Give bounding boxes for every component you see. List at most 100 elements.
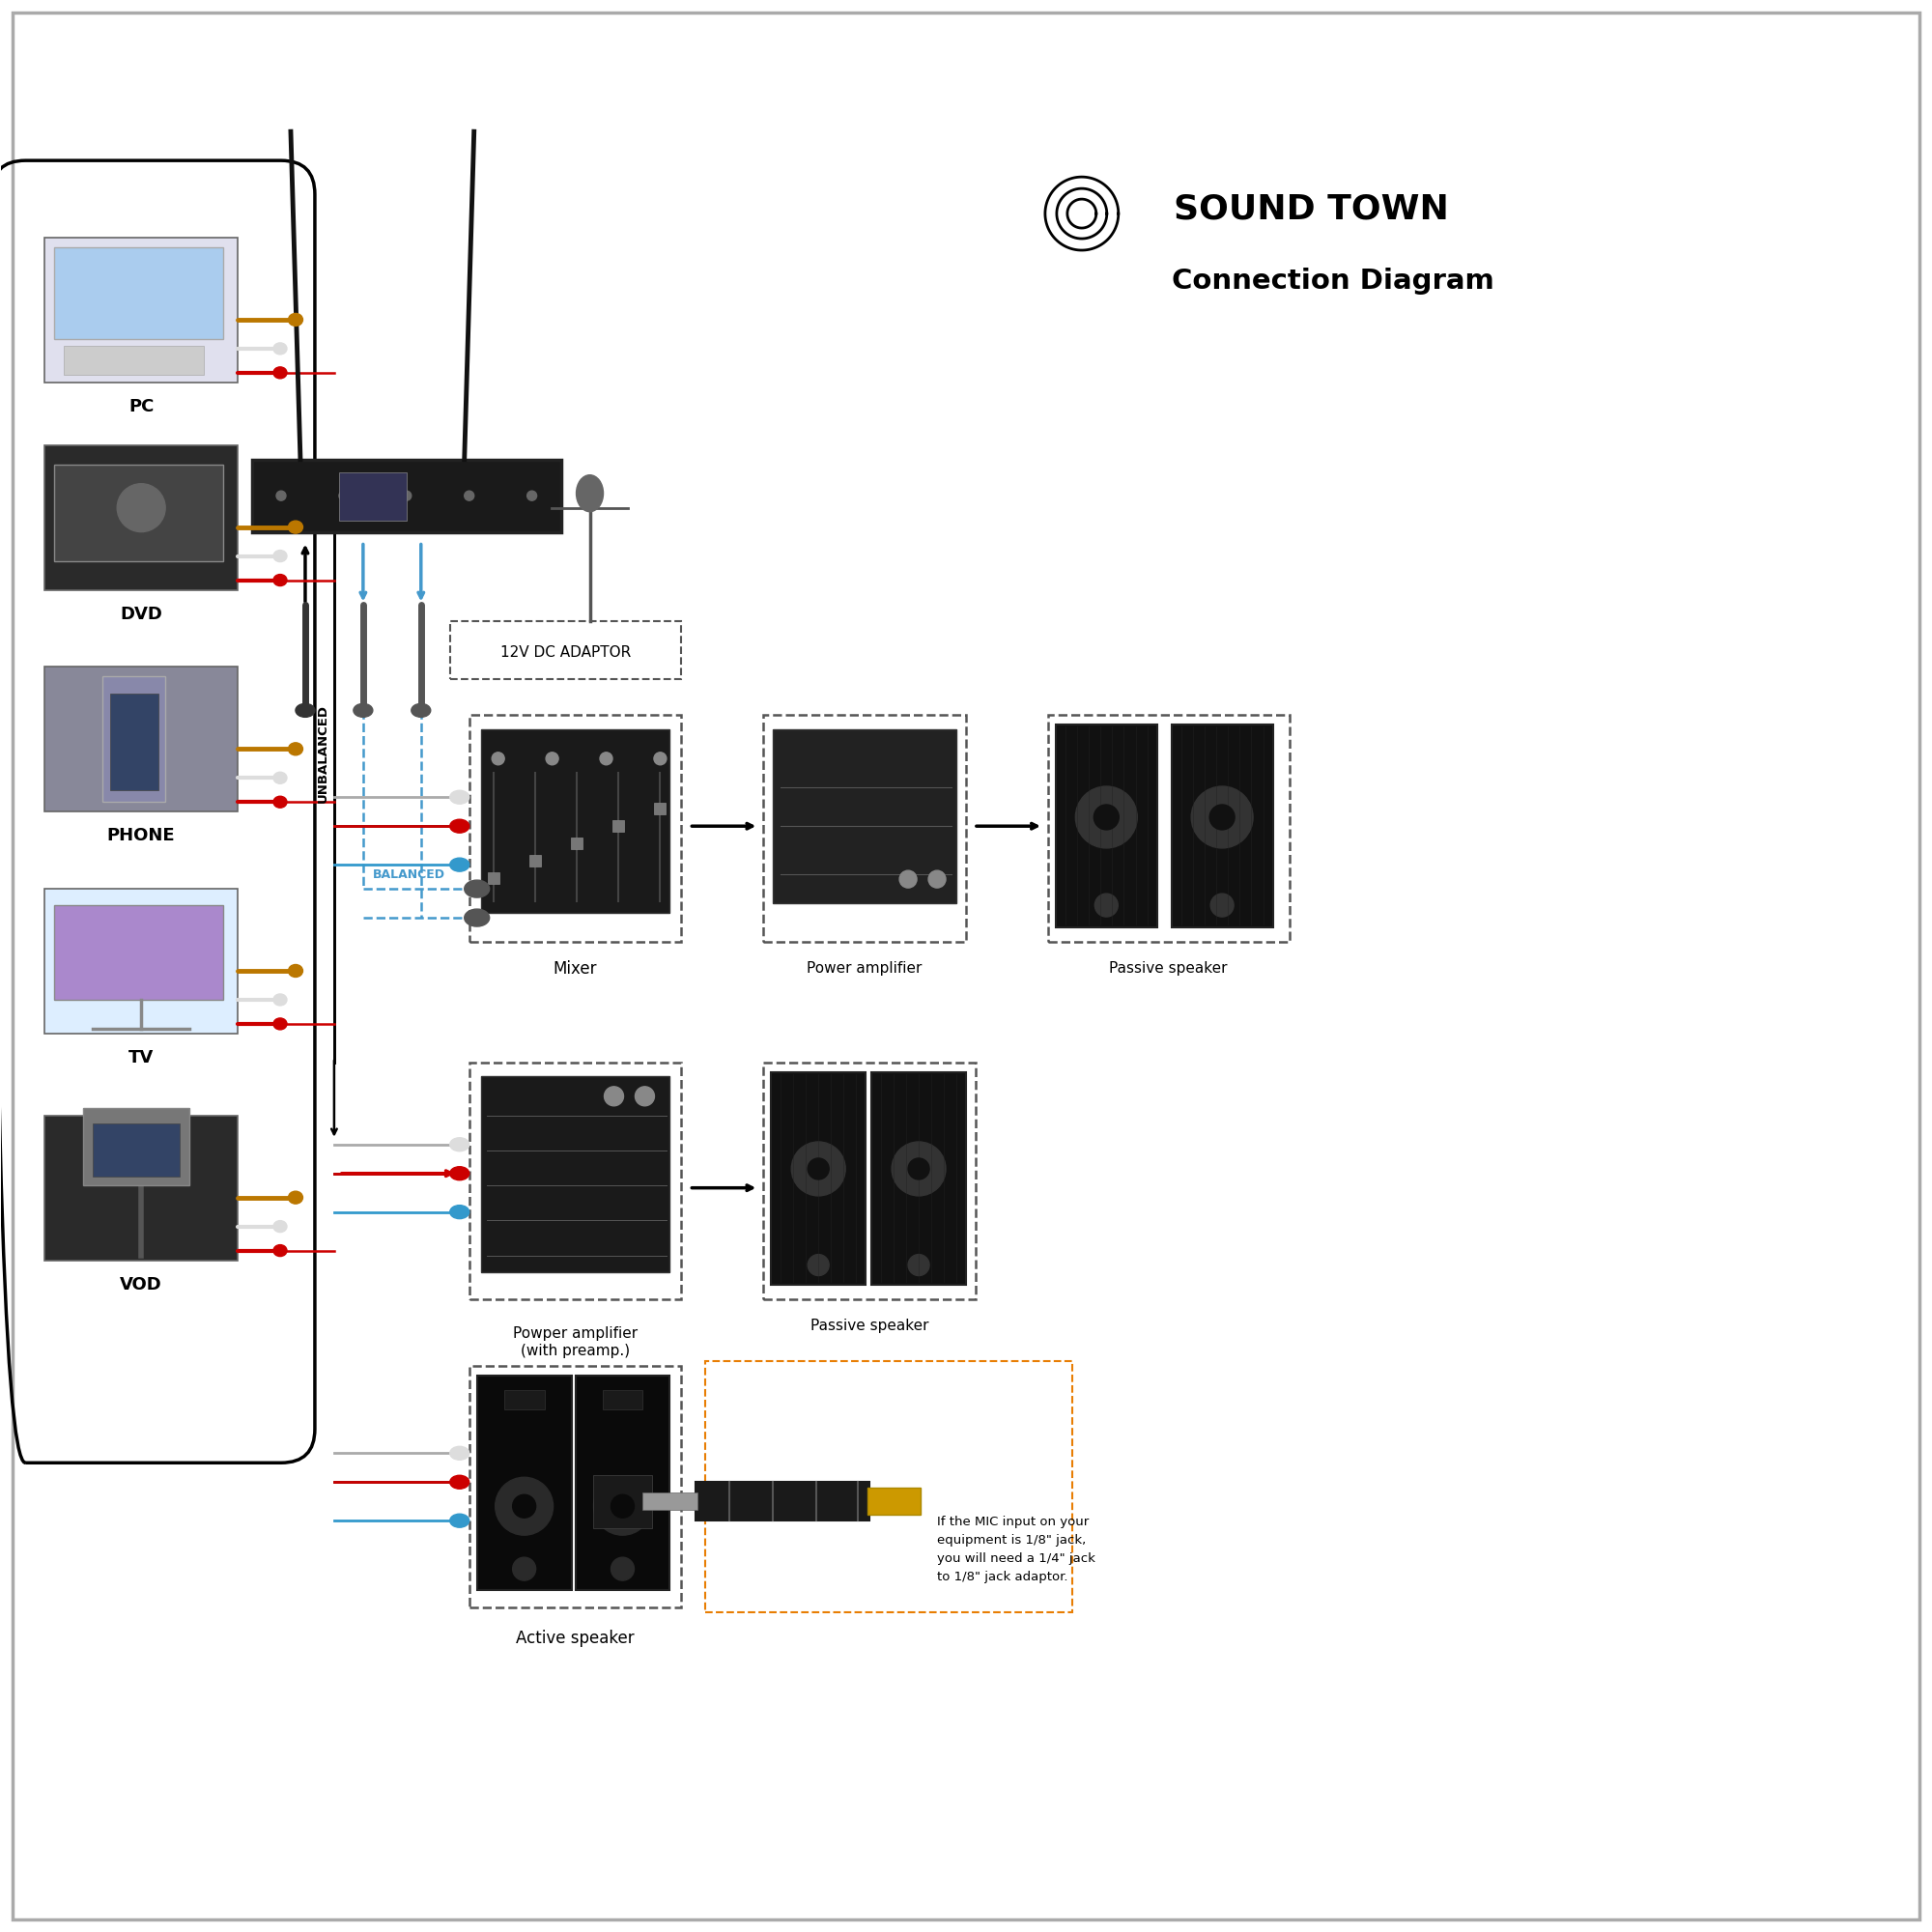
Circle shape: [1211, 895, 1235, 918]
Text: Power amplifier: Power amplifier: [808, 962, 922, 976]
Bar: [1171, 724, 1273, 927]
Bar: [253, 460, 560, 531]
Bar: [705, 1362, 1072, 1613]
Bar: [44, 444, 238, 589]
Circle shape: [893, 1142, 947, 1196]
Text: VOD: VOD: [120, 1275, 162, 1293]
Bar: [93, 1122, 180, 1177]
Ellipse shape: [288, 522, 303, 533]
Text: BALANCED: BALANCED: [373, 867, 444, 881]
Circle shape: [593, 1478, 651, 1536]
Bar: [1047, 715, 1289, 943]
Circle shape: [527, 491, 537, 500]
Ellipse shape: [450, 1476, 469, 1490]
Bar: [773, 730, 956, 904]
Circle shape: [1192, 786, 1254, 848]
Circle shape: [601, 752, 612, 765]
Ellipse shape: [450, 1515, 469, 1528]
Circle shape: [512, 1495, 535, 1519]
Circle shape: [402, 491, 412, 500]
Circle shape: [464, 491, 473, 500]
Bar: [469, 1063, 682, 1298]
Bar: [576, 1376, 670, 1590]
Bar: [44, 1115, 238, 1260]
Ellipse shape: [464, 910, 489, 927]
Ellipse shape: [272, 773, 286, 784]
Bar: [867, 1488, 922, 1515]
Ellipse shape: [272, 1018, 286, 1030]
Ellipse shape: [272, 1221, 286, 1233]
Bar: [529, 856, 541, 867]
Text: Active speaker: Active speaker: [516, 1631, 634, 1648]
Bar: [504, 1391, 545, 1410]
Bar: [487, 873, 498, 885]
Circle shape: [908, 1157, 929, 1179]
Bar: [763, 715, 966, 943]
Text: DVD: DVD: [120, 605, 162, 622]
Ellipse shape: [288, 742, 303, 755]
Circle shape: [512, 1557, 535, 1580]
Bar: [44, 238, 238, 383]
Bar: [696, 1482, 869, 1520]
Bar: [771, 1072, 866, 1285]
Circle shape: [900, 871, 918, 889]
Ellipse shape: [576, 475, 603, 512]
Text: UNBALANCED: UNBALANCED: [317, 705, 328, 804]
Text: Powper amplifier
(with preamp.): Powper amplifier (with preamp.): [514, 1327, 638, 1358]
Bar: [481, 1076, 670, 1271]
Bar: [83, 1107, 189, 1184]
Circle shape: [493, 752, 504, 765]
Ellipse shape: [272, 796, 286, 808]
Ellipse shape: [412, 703, 431, 717]
Bar: [593, 1476, 653, 1528]
Circle shape: [929, 871, 947, 889]
Ellipse shape: [450, 1447, 469, 1461]
Bar: [54, 247, 224, 338]
Ellipse shape: [272, 551, 286, 562]
Circle shape: [495, 1478, 553, 1536]
Text: Passive speaker: Passive speaker: [1109, 962, 1227, 976]
Circle shape: [653, 752, 667, 765]
Bar: [603, 1391, 643, 1410]
Text: Connection Diagram: Connection Diagram: [1171, 267, 1493, 294]
Text: PHONE: PHONE: [106, 827, 176, 844]
Ellipse shape: [354, 703, 373, 717]
Bar: [477, 1376, 572, 1590]
Circle shape: [808, 1157, 829, 1179]
Circle shape: [276, 491, 286, 500]
Ellipse shape: [288, 313, 303, 327]
Bar: [612, 821, 624, 833]
Circle shape: [908, 1254, 929, 1275]
Ellipse shape: [272, 1244, 286, 1256]
Ellipse shape: [272, 993, 286, 1005]
Bar: [110, 694, 158, 790]
Text: PC: PC: [128, 398, 155, 415]
Ellipse shape: [450, 1167, 469, 1180]
Circle shape: [636, 1086, 655, 1105]
Bar: [102, 676, 166, 802]
Bar: [44, 667, 238, 811]
Text: Mixer: Mixer: [553, 960, 597, 978]
Circle shape: [792, 1142, 846, 1196]
Bar: [54, 906, 224, 999]
Bar: [1055, 724, 1157, 927]
Text: Passive speaker: Passive speaker: [810, 1318, 929, 1333]
Circle shape: [1095, 895, 1119, 918]
Ellipse shape: [272, 342, 286, 354]
Ellipse shape: [288, 1192, 303, 1204]
Bar: [871, 1072, 966, 1285]
Bar: [450, 622, 682, 680]
Circle shape: [808, 1254, 829, 1275]
Bar: [572, 838, 583, 850]
Bar: [655, 804, 667, 815]
Ellipse shape: [450, 790, 469, 804]
Circle shape: [611, 1557, 634, 1580]
Ellipse shape: [450, 858, 469, 871]
Text: If the MIC input on your
equipment is 1/8" jack,
you will need a 1/4" jack
to 1/: If the MIC input on your equipment is 1/…: [937, 1517, 1095, 1584]
Bar: [469, 1366, 682, 1607]
Bar: [338, 471, 406, 520]
Circle shape: [118, 483, 166, 531]
Ellipse shape: [288, 964, 303, 978]
Circle shape: [547, 752, 558, 765]
Circle shape: [1094, 804, 1119, 829]
